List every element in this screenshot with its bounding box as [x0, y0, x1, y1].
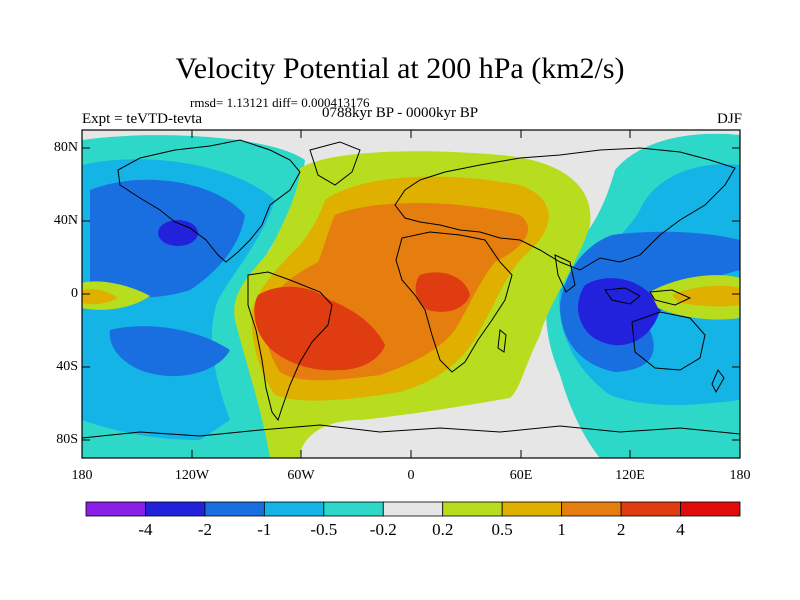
- coastlines: [82, 139, 740, 439]
- colorbar-label: -2: [197, 520, 212, 539]
- colorbar-swatch: [323, 501, 384, 517]
- x-tick-label: 60E: [509, 468, 533, 483]
- stats-label: rmsd= 1.13121 diff= 0.000413176: [190, 95, 370, 110]
- colorbar-swatch: [501, 501, 563, 517]
- colorbar-label: -4: [138, 520, 153, 539]
- colorbar-swatch: [263, 501, 325, 517]
- colorbar-label: 4: [676, 520, 685, 539]
- axis-ticks: [81, 130, 741, 458]
- colorbar-label: 0.5: [491, 520, 513, 539]
- colorbar-swatch: [561, 501, 622, 517]
- colorbar: [85, 501, 741, 517]
- colorbar-swatch: [680, 501, 741, 517]
- x-tick-label: 120W: [174, 468, 210, 483]
- x-tick-label: 60W: [287, 468, 315, 483]
- colorbar-swatch: [145, 501, 206, 517]
- colorbar-swatch: [620, 501, 681, 517]
- x-tick-label: 180: [71, 468, 93, 483]
- period-label: 0788kyr BP - 0000kyr BP: [322, 105, 479, 121]
- y-tick-label: 0: [71, 286, 78, 301]
- x-tick-label: 0: [407, 468, 415, 483]
- colorbar-label: 1: [557, 520, 566, 539]
- colorbar-label: 0.2: [432, 520, 454, 539]
- colorbar-swatch: [85, 501, 146, 517]
- plot-title: Velocity Potential at 200 hPa (km2/s): [175, 52, 625, 85]
- colorbar-label: -1: [257, 520, 272, 539]
- season-label: DJF: [716, 111, 742, 127]
- y-tick-label: 40S: [56, 359, 78, 374]
- x-tick-label: 180: [729, 468, 751, 483]
- colorbar-label: -0.2: [369, 520, 397, 539]
- y-tick-label: 80N: [53, 140, 78, 155]
- colorbar-swatch: [382, 501, 444, 517]
- experiment-label: Expt = teVTD-tevta: [82, 111, 203, 127]
- velocity-potential-field: [82, 130, 740, 458]
- x-tick-label: 120E: [615, 468, 645, 483]
- colorbar-label: -0.5: [310, 520, 338, 539]
- colorbar-label: 2: [616, 520, 626, 539]
- colorbar-swatch: [442, 501, 503, 517]
- y-tick-label: 40N: [53, 213, 78, 228]
- y-tick-label: 80S: [56, 432, 78, 447]
- colorbar-swatch: [204, 501, 265, 517]
